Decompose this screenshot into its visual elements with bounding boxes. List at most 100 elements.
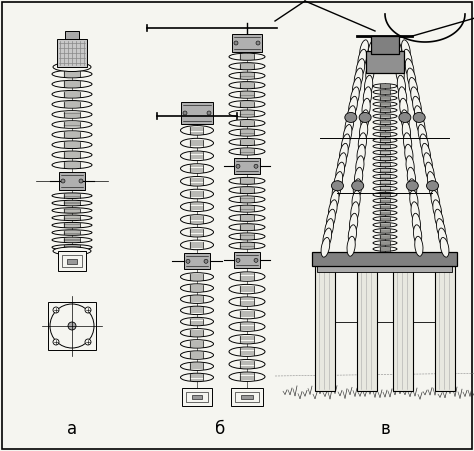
Ellipse shape: [373, 150, 397, 155]
Ellipse shape: [181, 164, 213, 173]
Ellipse shape: [229, 187, 265, 193]
Ellipse shape: [373, 114, 397, 119]
Ellipse shape: [229, 285, 265, 294]
Ellipse shape: [181, 151, 213, 161]
Bar: [231, 388, 263, 406]
Ellipse shape: [352, 78, 361, 97]
Ellipse shape: [409, 78, 418, 97]
Ellipse shape: [52, 91, 92, 98]
Ellipse shape: [85, 339, 91, 345]
Ellipse shape: [349, 97, 357, 116]
Ellipse shape: [53, 63, 91, 72]
Ellipse shape: [373, 180, 397, 185]
Ellipse shape: [402, 121, 410, 141]
Ellipse shape: [418, 124, 427, 144]
Ellipse shape: [229, 205, 265, 212]
Ellipse shape: [339, 143, 348, 163]
Ellipse shape: [362, 98, 370, 118]
Ellipse shape: [236, 258, 240, 262]
Ellipse shape: [52, 121, 92, 129]
Ellipse shape: [352, 181, 364, 191]
Ellipse shape: [229, 91, 265, 98]
Ellipse shape: [229, 63, 265, 70]
Ellipse shape: [229, 224, 265, 230]
Bar: [192, 395, 202, 399]
Ellipse shape: [52, 230, 92, 235]
Ellipse shape: [406, 181, 418, 191]
Ellipse shape: [440, 238, 449, 257]
Bar: [67, 258, 77, 263]
Ellipse shape: [424, 153, 432, 172]
Ellipse shape: [411, 87, 419, 106]
Ellipse shape: [365, 75, 373, 95]
Ellipse shape: [393, 41, 402, 61]
Ellipse shape: [373, 90, 397, 94]
Ellipse shape: [50, 304, 94, 348]
Ellipse shape: [414, 106, 423, 125]
Ellipse shape: [229, 335, 265, 344]
Ellipse shape: [327, 209, 335, 229]
Ellipse shape: [373, 144, 397, 149]
Bar: [435, 266, 455, 391]
Ellipse shape: [358, 49, 366, 69]
Ellipse shape: [181, 362, 213, 370]
Ellipse shape: [181, 273, 213, 281]
Ellipse shape: [433, 200, 442, 220]
Ellipse shape: [363, 87, 372, 107]
Ellipse shape: [410, 190, 418, 210]
Ellipse shape: [181, 227, 213, 237]
Ellipse shape: [229, 110, 265, 117]
Ellipse shape: [373, 198, 397, 203]
Ellipse shape: [400, 98, 408, 118]
Ellipse shape: [229, 322, 265, 331]
Ellipse shape: [323, 228, 332, 248]
Ellipse shape: [337, 153, 346, 172]
Ellipse shape: [373, 216, 397, 221]
Ellipse shape: [373, 162, 397, 167]
Ellipse shape: [356, 59, 365, 78]
Ellipse shape: [229, 101, 265, 108]
Ellipse shape: [53, 339, 59, 345]
Ellipse shape: [181, 125, 213, 135]
Ellipse shape: [345, 112, 357, 123]
Ellipse shape: [426, 162, 434, 182]
Bar: [186, 392, 208, 402]
Ellipse shape: [368, 41, 376, 61]
Ellipse shape: [229, 233, 265, 240]
Ellipse shape: [435, 209, 443, 229]
Bar: [371, 36, 399, 54]
Ellipse shape: [229, 372, 265, 382]
Bar: [184, 253, 210, 269]
Ellipse shape: [373, 186, 397, 191]
Ellipse shape: [229, 309, 265, 319]
Ellipse shape: [331, 181, 344, 191]
Ellipse shape: [229, 242, 265, 249]
Ellipse shape: [403, 49, 412, 69]
Ellipse shape: [181, 318, 213, 326]
Ellipse shape: [351, 202, 359, 222]
Ellipse shape: [353, 179, 362, 199]
Ellipse shape: [357, 144, 365, 164]
Ellipse shape: [181, 351, 213, 359]
Ellipse shape: [401, 40, 410, 60]
Bar: [65, 31, 79, 39]
Ellipse shape: [411, 202, 419, 222]
Ellipse shape: [229, 120, 265, 127]
Bar: [234, 158, 260, 174]
Ellipse shape: [356, 156, 364, 176]
Ellipse shape: [396, 64, 404, 84]
Ellipse shape: [397, 75, 405, 95]
Ellipse shape: [52, 215, 92, 221]
Ellipse shape: [415, 236, 423, 256]
Ellipse shape: [373, 102, 397, 106]
Bar: [393, 266, 413, 391]
Ellipse shape: [52, 200, 92, 206]
Ellipse shape: [52, 101, 92, 108]
Ellipse shape: [183, 111, 187, 115]
Ellipse shape: [428, 171, 436, 191]
Ellipse shape: [348, 225, 356, 245]
Ellipse shape: [341, 134, 350, 154]
Bar: [57, 39, 87, 67]
Bar: [58, 251, 86, 271]
Ellipse shape: [355, 167, 363, 187]
